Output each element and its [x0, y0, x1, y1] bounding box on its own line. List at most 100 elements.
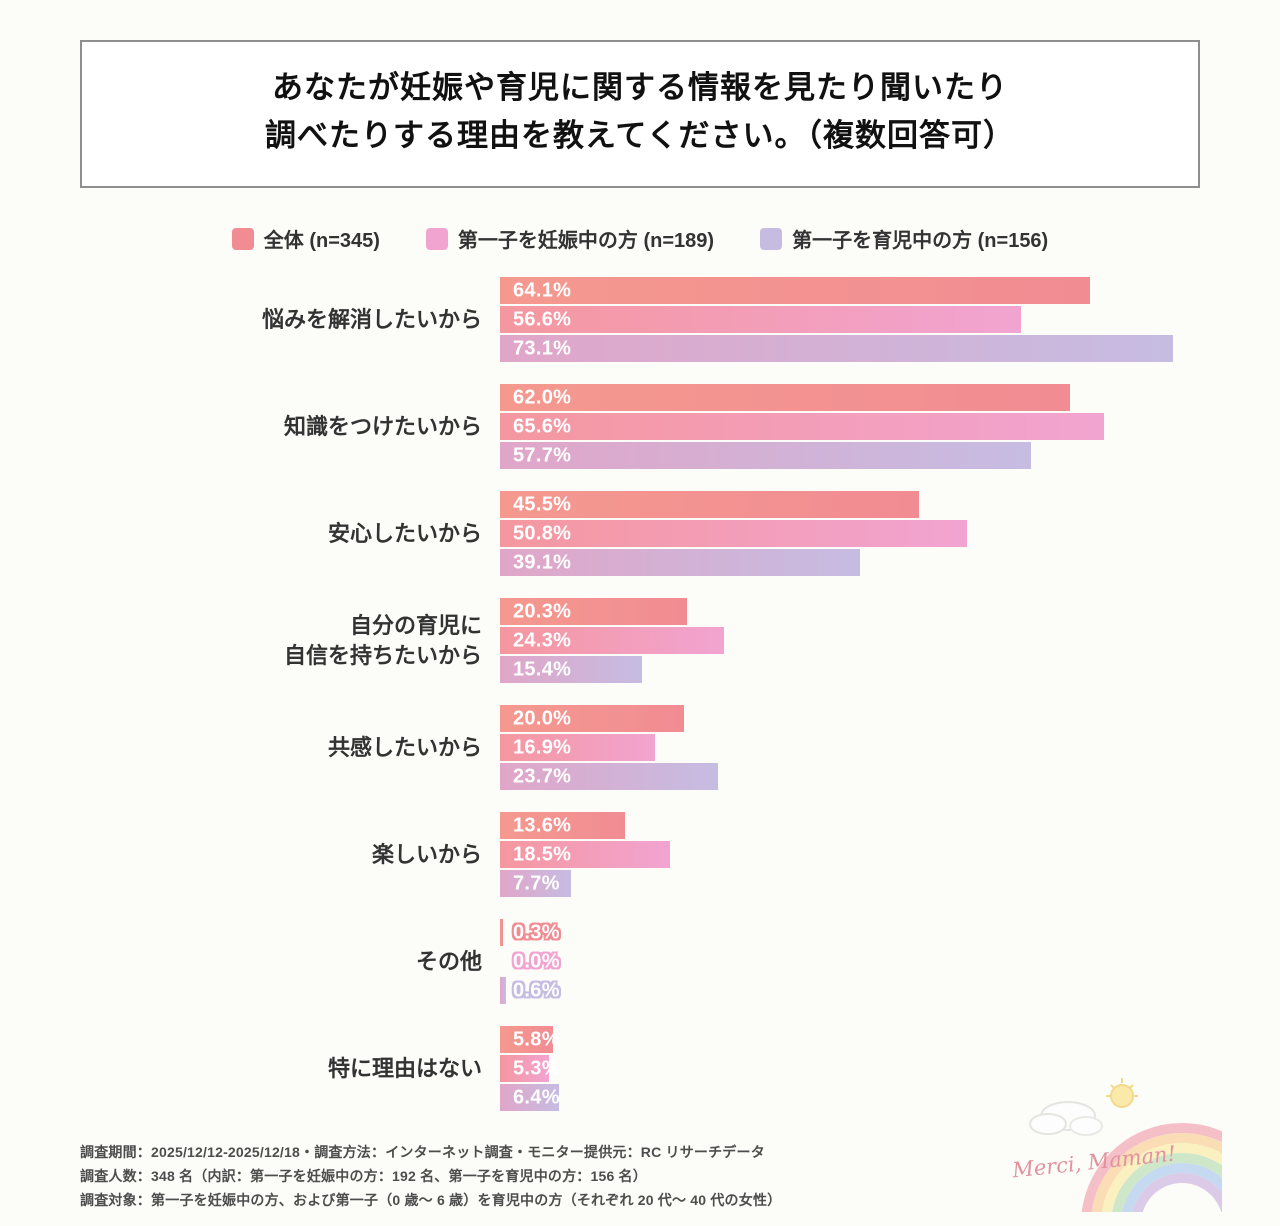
bar-rows: 20.3% 24.3% 15.4% — [500, 598, 1190, 684]
category-label: 悩みを解消したいから — [261, 306, 482, 332]
bar-row: 0.0% — [500, 948, 1190, 975]
bar — [500, 1084, 559, 1112]
bar-row: 5.3% — [500, 1055, 1190, 1083]
legend-swatch-pregnant — [425, 227, 448, 250]
bar-row: 5.8% — [500, 1026, 1190, 1054]
bar-row: 65.6% — [500, 413, 1190, 441]
bar-row: 18.5% — [500, 841, 1190, 869]
legend-swatch-parenting — [760, 227, 783, 250]
bar-rows: 62.0% 65.6% 57.7% — [500, 384, 1190, 470]
bar-row: 24.3% — [500, 627, 1190, 655]
bar-rows: 0.3% 0.0% 0.6% — [500, 919, 1190, 1005]
category-label: 楽しいから — [371, 841, 482, 867]
bar-value-label: 73.1% — [513, 337, 572, 360]
bar-row: 0.3% — [500, 919, 1190, 947]
bar-value-label: 65.6% — [513, 415, 572, 438]
survey-note-respondents: 調査人数：348 名（内訳：第一子を妊娠中の方：192 名、第一子を育児中の方：… — [80, 1167, 647, 1184]
legend-label-overall: 全体 (n=345) — [263, 230, 380, 253]
bar-row: 64.1% — [500, 277, 1190, 305]
bar — [500, 335, 1173, 363]
legend-label-pregnant: 第一子を妊娠中の方 (n=189) — [457, 230, 715, 253]
bar-value-label: 56.6% — [513, 308, 572, 331]
bar — [500, 442, 1031, 470]
bar-value-label: 5.8% — [513, 1028, 560, 1051]
bar-value-label: 16.9% — [513, 736, 572, 759]
bar-row: 20.0% — [500, 705, 1190, 733]
rainbow-illustration — [1029, 1078, 1222, 1212]
bar-value-label: 57.7% — [513, 444, 572, 467]
bar-chart: 悩みを解消したいから 64.1% 56.6% 73.1% 知識をつけたいから 62.0% 6… — [86, 277, 1280, 1112]
bar-value-label: 20.3% — [513, 600, 572, 623]
bar-rows: 45.5% 50.8% 39.1% — [500, 491, 1190, 577]
bar — [500, 520, 968, 548]
bar — [500, 812, 626, 840]
legend-item-pregnant: 第一子を妊娠中の方 (n=189) — [425, 224, 715, 253]
sun-icon — [1106, 1078, 1138, 1108]
bar-value-label: 18.5% — [513, 843, 572, 866]
rainbow-icon — [1081, 1123, 1222, 1212]
bar-value-label: 0.6% — [513, 979, 560, 1002]
category-label: その他 — [415, 948, 482, 974]
chart-legend: 全体 (n=345) 第一子を妊娠中の方 (n=189) 第一子を育児中の方 (… — [0, 224, 1280, 253]
bar-value-label: 15.4% — [513, 658, 572, 681]
bar-row: 45.5% — [500, 491, 1190, 519]
bar-group: その他 0.3% 0.0% 0.6% — [86, 919, 1280, 1005]
bar-rows: 5.8% 5.3% 6.4% — [500, 1026, 1190, 1112]
bar — [500, 1026, 554, 1054]
bar-value-label: 13.6% — [513, 814, 572, 837]
bar-value-label: 24.3% — [513, 629, 572, 652]
category-label: 特に理由はない — [327, 1055, 482, 1081]
bar-value-label: 62.0% — [513, 386, 572, 409]
bar-row: 13.6% — [500, 812, 1190, 840]
bar-value-label: 23.7% — [513, 765, 572, 788]
category-label: 自分の育児に 自信を持ちたいから — [283, 612, 482, 668]
bar — [500, 277, 1090, 305]
survey-note-target: 調査対象：第一子を妊娠中の方、および第一子（0 歳〜 6 歳）を育児中の方（それ… — [80, 1191, 782, 1208]
bar — [500, 656, 642, 684]
bar-group: 悩みを解消したいから 64.1% 56.6% 73.1% — [86, 277, 1280, 363]
bar-group: 共感したいから 20.0% 16.9% 23.7% — [86, 705, 1280, 791]
bar-value-label: 50.8% — [513, 522, 572, 545]
bar — [500, 306, 1021, 334]
bar — [500, 627, 724, 655]
legend-label-parenting: 第一子を育児中の方 (n=156) — [792, 230, 1049, 253]
bar-value-label: 20.0% — [513, 707, 572, 730]
survey-note-period: 調査期間：2025/12/12-2025/12/18・調査方法：インターネット調… — [80, 1144, 765, 1161]
bar-group: 安心したいから 45.5% 50.8% 39.1% — [86, 491, 1280, 577]
bar-row: 23.7% — [500, 763, 1190, 791]
brand-logo: Merci, Maman! — [1010, 1072, 1222, 1212]
bar — [500, 977, 506, 1005]
category-label: 安心したいから — [327, 520, 482, 546]
bar-group: 自分の育児に 自信を持ちたいから 20.3% 24.3% 15.4% — [86, 598, 1280, 684]
bar — [500, 870, 571, 898]
legend-item-parenting: 第一子を育児中の方 (n=156) — [760, 224, 1048, 253]
bar-group: 楽しいから 13.6% 18.5% 7.7% — [86, 812, 1280, 898]
title-line-2: 調べたりする理由を教えてください。（複数回答可） — [264, 118, 1016, 154]
legend-swatch-overall — [231, 227, 254, 250]
bar-value-label: 39.1% — [513, 551, 572, 574]
category-label: 知識をつけたいから — [283, 413, 482, 439]
bar-group: 特に理由はない 5.8% 5.3% 6.4% — [86, 1026, 1280, 1112]
bar-row: 56.6% — [500, 306, 1190, 334]
bar — [500, 598, 687, 626]
bar-value-label: 7.7% — [513, 872, 560, 895]
bar-group: 知識をつけたいから 62.0% 65.6% 57.7% — [86, 384, 1280, 470]
bar-row: 39.1% — [500, 549, 1190, 577]
bar-value-label: 6.4% — [513, 1086, 560, 1109]
title-line-1: あなたが妊娠や育児に関する情報を見たり聞いたり — [272, 70, 1008, 105]
bar-row: 7.7% — [500, 870, 1190, 898]
bar-row: 15.4% — [500, 656, 1190, 684]
bar — [500, 1055, 549, 1083]
bar-value-label: 64.1% — [513, 279, 572, 302]
bar-value-label: 0.0% — [513, 950, 560, 973]
bar — [500, 491, 919, 519]
bar — [500, 841, 671, 869]
bar — [500, 919, 503, 947]
bar — [500, 763, 719, 791]
bar-value-label: 45.5% — [513, 493, 572, 516]
category-label: 共感したいから — [327, 734, 482, 760]
survey-notes: 調査期間：2025/12/12-2025/12/18・調査方法：インターネット調… — [80, 1141, 1280, 1212]
survey-question-title: あなたが妊娠や育児に関する情報を見たり聞いたり 調べたりする理由を教えてください… — [80, 40, 1200, 189]
bar-row: 16.9% — [500, 734, 1190, 762]
bar-row: 50.8% — [500, 520, 1190, 548]
